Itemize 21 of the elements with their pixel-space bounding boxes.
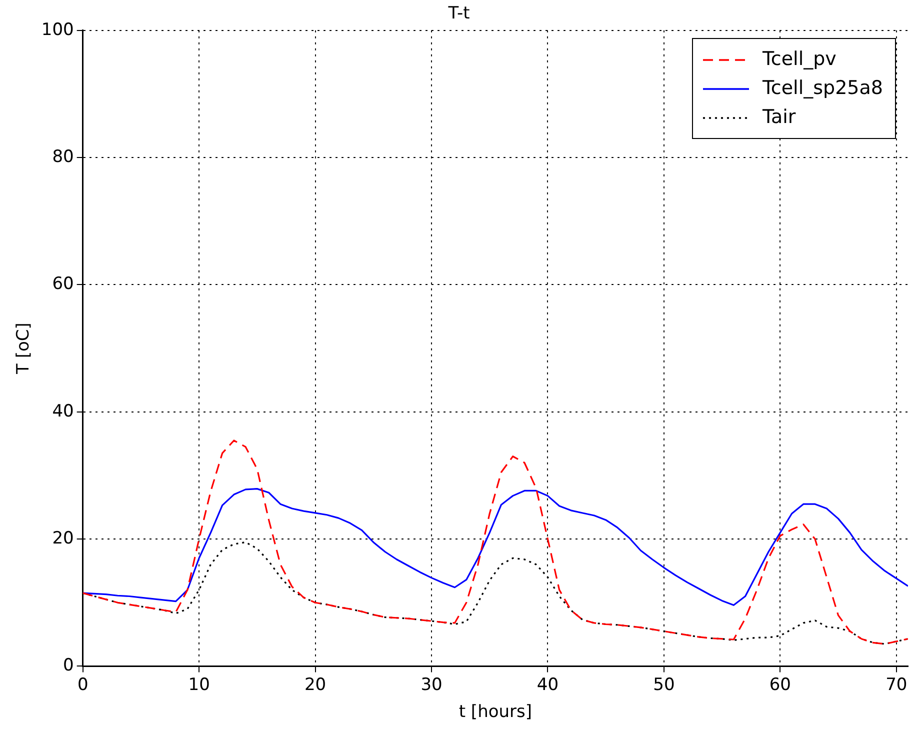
y-tick-label: 40 [52, 401, 74, 422]
chart-title: T-t [447, 4, 470, 24]
x-tick-label: 50 [653, 674, 675, 695]
legend-label: Tair [762, 105, 796, 130]
legend-label: Tcell_pv [762, 47, 836, 72]
y-tick-label: 100 [41, 20, 74, 40]
y-tick-label: 20 [52, 528, 74, 548]
y-tick-label: 0 [63, 656, 74, 676]
x-tick-label: 40 [536, 674, 559, 695]
x-tick-label: 20 [304, 674, 326, 695]
y-tick-label: 60 [52, 274, 74, 294]
legend-label: Tcell_sp25a8 [762, 76, 883, 102]
x-tick-label: 30 [420, 674, 442, 695]
y-axis-title: T [oC] [14, 322, 34, 375]
x-tick-label: 0 [77, 674, 88, 695]
x-tick-label: 70 [886, 674, 908, 695]
x-axis-title: t [hours] [458, 702, 532, 722]
x-tick-label: 60 [769, 674, 791, 695]
line-series [82, 440, 908, 645]
y-tick-label: 80 [52, 146, 74, 167]
x-tick-label: 10 [188, 674, 210, 695]
